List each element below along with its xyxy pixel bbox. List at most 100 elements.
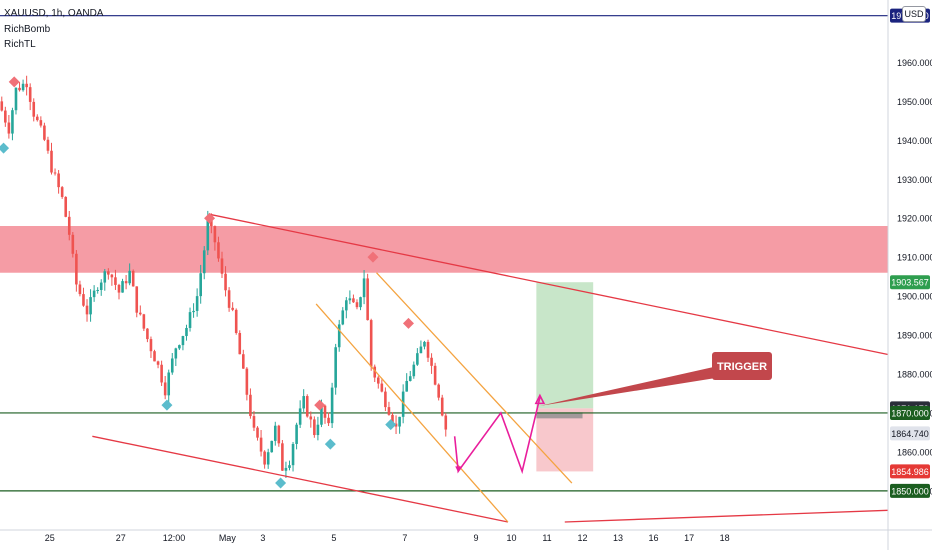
candle: [234, 309, 238, 333]
y-tick-label: 1890.000: [897, 331, 932, 341]
candle: [67, 216, 71, 235]
candle: [387, 407, 391, 415]
candle: [64, 196, 68, 217]
currency-badge[interactable]: USD: [902, 6, 926, 22]
projection-arrow-down: [455, 466, 462, 473]
candle: [121, 281, 124, 293]
candle: [423, 341, 426, 347]
candle: [174, 348, 178, 359]
candle: [103, 271, 107, 283]
candle: [256, 427, 259, 438]
candle: [298, 408, 302, 425]
candle: [362, 278, 366, 298]
y-tick-label: 1950.000: [897, 97, 932, 107]
candle: [163, 382, 167, 396]
candle: [419, 346, 423, 354]
indicator-richbomb[interactable]: RichBomb: [4, 24, 51, 35]
trigger-pointer: [539, 366, 722, 406]
x-tick-label: 11: [542, 533, 551, 543]
candle: [146, 328, 149, 340]
candle: [71, 234, 75, 254]
candle: [426, 341, 430, 358]
candle: [78, 284, 82, 295]
trendline-line-0: [209, 213, 889, 356]
peak-marker-2: [204, 212, 216, 224]
candle: [114, 277, 117, 285]
trendline-line-1: [92, 435, 509, 523]
peak-marker-8: [402, 317, 414, 329]
x-tick-label: 7: [402, 533, 407, 543]
y-tick-label: 1880.000: [897, 370, 932, 380]
candle: [380, 383, 384, 392]
candle: [433, 365, 437, 385]
candle: [35, 116, 39, 121]
projection-arrow-up: [534, 393, 546, 405]
candle: [202, 250, 206, 274]
price-label-bg-4: [890, 464, 930, 479]
candle: [227, 290, 231, 308]
candle: [398, 416, 401, 427]
candle: [156, 361, 160, 365]
candle: [60, 187, 64, 197]
x-tick-label: 5: [331, 533, 336, 543]
channel-line-3: [315, 303, 509, 523]
candle: [249, 394, 252, 417]
candle: [181, 336, 185, 346]
candle: [167, 372, 171, 396]
candle: [291, 443, 295, 466]
candle: [131, 270, 135, 287]
candle: [213, 226, 217, 243]
x-tick-label: 18: [720, 533, 730, 543]
y-tick-label: 1960.000: [897, 58, 932, 68]
price-label-stop: 1854.986: [891, 467, 929, 477]
candle: [337, 324, 341, 348]
x-tick-label: 16: [649, 533, 659, 543]
x-tick-label: 12:00: [163, 533, 186, 543]
y-tick-label: 1860.000: [897, 447, 932, 457]
target-zone: [536, 282, 594, 409]
candle: [192, 310, 195, 313]
indicator-richtl[interactable]: RichTL: [4, 39, 36, 50]
candle: [188, 312, 192, 328]
peak-marker-4: [314, 399, 326, 411]
candle: [273, 425, 277, 441]
candle: [334, 347, 337, 388]
candle: [345, 300, 348, 311]
candle: [39, 120, 43, 126]
candle: [401, 391, 405, 417]
candle: [57, 173, 60, 188]
candle: [139, 312, 142, 315]
candle: [99, 282, 103, 290]
projection-path: [453, 397, 541, 475]
candle: [369, 320, 373, 367]
candle: [210, 218, 213, 227]
candle: [160, 364, 163, 383]
candle: [92, 290, 96, 298]
candle: [288, 465, 291, 468]
candle: [408, 376, 412, 381]
candle: [266, 452, 270, 465]
candle: [82, 294, 85, 306]
candle: [178, 345, 181, 349]
candle: [316, 424, 320, 436]
resistance-zone: [0, 226, 888, 273]
price-label-bg-2: [890, 405, 930, 420]
candle: [341, 310, 345, 325]
price-label-target: 1903.567: [891, 278, 929, 288]
candle: [330, 387, 334, 424]
trigger-label: TRIGGER: [717, 361, 767, 373]
candle: [85, 305, 89, 315]
candle: [366, 278, 369, 321]
y-tick-label: 1900.000: [897, 292, 932, 302]
candle: [416, 353, 419, 365]
trigger-box: [712, 352, 772, 380]
candle: [7, 122, 11, 134]
candle: [220, 258, 224, 274]
candle: [320, 405, 323, 425]
x-tick-label: 12: [578, 533, 588, 543]
time-axis-panel: [0, 530, 932, 550]
candle: [259, 437, 263, 452]
candle: [376, 377, 380, 384]
candle: [437, 384, 440, 398]
